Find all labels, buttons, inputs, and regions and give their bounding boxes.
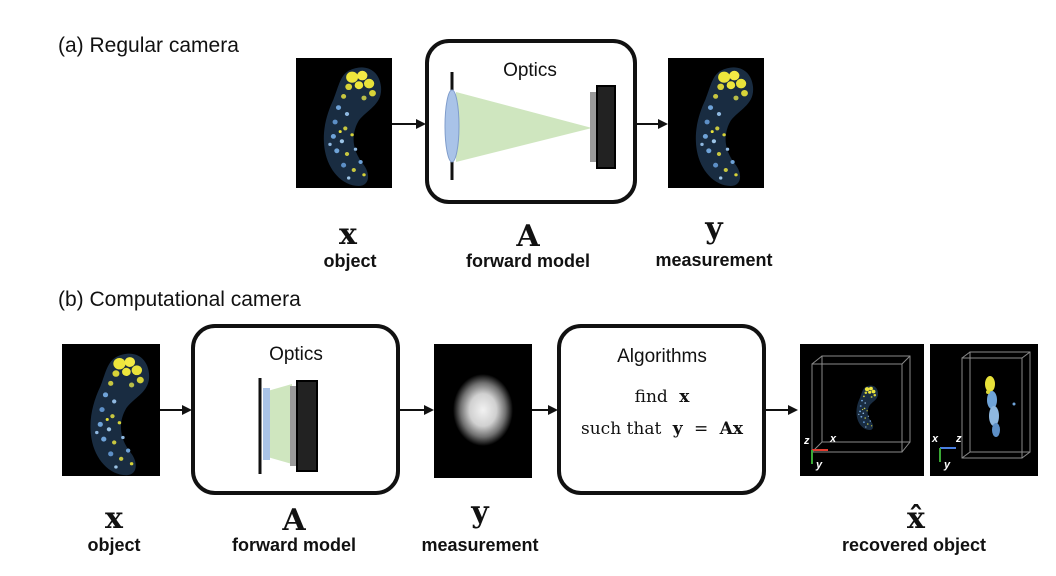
axis-label-z: z	[803, 435, 810, 447]
panel-a-model-label: forward model	[466, 251, 590, 271]
light-cone	[264, 384, 292, 464]
panel-b-object-image	[62, 344, 160, 476]
panel-a-measurement-symbol: y	[704, 211, 724, 246]
panel-b-measurement-label: measurement	[421, 535, 538, 555]
panel-b-model-symbol: A	[281, 503, 306, 538]
panel-a-model-symbol: A	[515, 219, 540, 254]
panel-a-object-symbol: x	[339, 217, 358, 252]
panel-a-measurement-image	[668, 58, 764, 188]
sensor	[596, 85, 616, 169]
panel-b-optics-title: Optics	[269, 344, 323, 365]
algorithms-title: Algorithms	[617, 346, 707, 367]
panel-b-measurement-image	[434, 344, 532, 478]
panel-b-object-label: object	[87, 535, 140, 555]
panel-a-measurement-label: measurement	[655, 250, 772, 270]
algo-find-word: find	[635, 387, 668, 407]
recovered-view-xy: z x y	[800, 344, 924, 476]
axis-label-z: z	[955, 433, 962, 445]
recovered-label: recovered object	[842, 535, 986, 555]
lens	[444, 89, 460, 163]
algo-such-that: such that	[581, 419, 661, 439]
recovered-view-zy: x z y	[930, 344, 1038, 476]
axis-label-y: y	[815, 459, 823, 471]
panel-b-heading: (b) Computational camera	[58, 288, 301, 311]
panel-a-optics-title: Optics	[503, 60, 557, 81]
recovered-symbol: x̂	[907, 501, 926, 536]
sensor-plate	[590, 92, 598, 162]
sensor-plate	[290, 386, 298, 466]
panel-b-measurement-symbol: y	[470, 495, 490, 530]
panel-b-optics-box: Optics	[191, 324, 400, 495]
algo-rhs: Ax	[719, 419, 744, 439]
panel-a-object-image	[296, 58, 392, 188]
algorithm-line-find: find x	[635, 387, 691, 407]
algorithm-line-constraint: such that y = Ax	[581, 419, 744, 439]
algo-lhs: y	[672, 419, 684, 439]
axis-label-x: x	[829, 433, 837, 445]
panel-a-object-label: object	[323, 251, 376, 271]
panel-a-optics-box: Optics	[425, 39, 637, 204]
algo-eq: =	[694, 419, 708, 439]
sensor	[296, 380, 318, 472]
panel-b-model-label: forward model	[232, 535, 356, 555]
panel-a-heading: (a) Regular camera	[58, 34, 239, 57]
light-cone	[456, 92, 592, 162]
algo-find-var: x	[679, 387, 690, 407]
axis-label-y: y	[943, 459, 951, 471]
axis-label-x: x	[931, 433, 939, 445]
panel-b-object-symbol: x	[105, 501, 124, 536]
algorithms-box: Algorithms find x such that y = Ax	[557, 324, 766, 495]
mask-element	[263, 388, 270, 460]
